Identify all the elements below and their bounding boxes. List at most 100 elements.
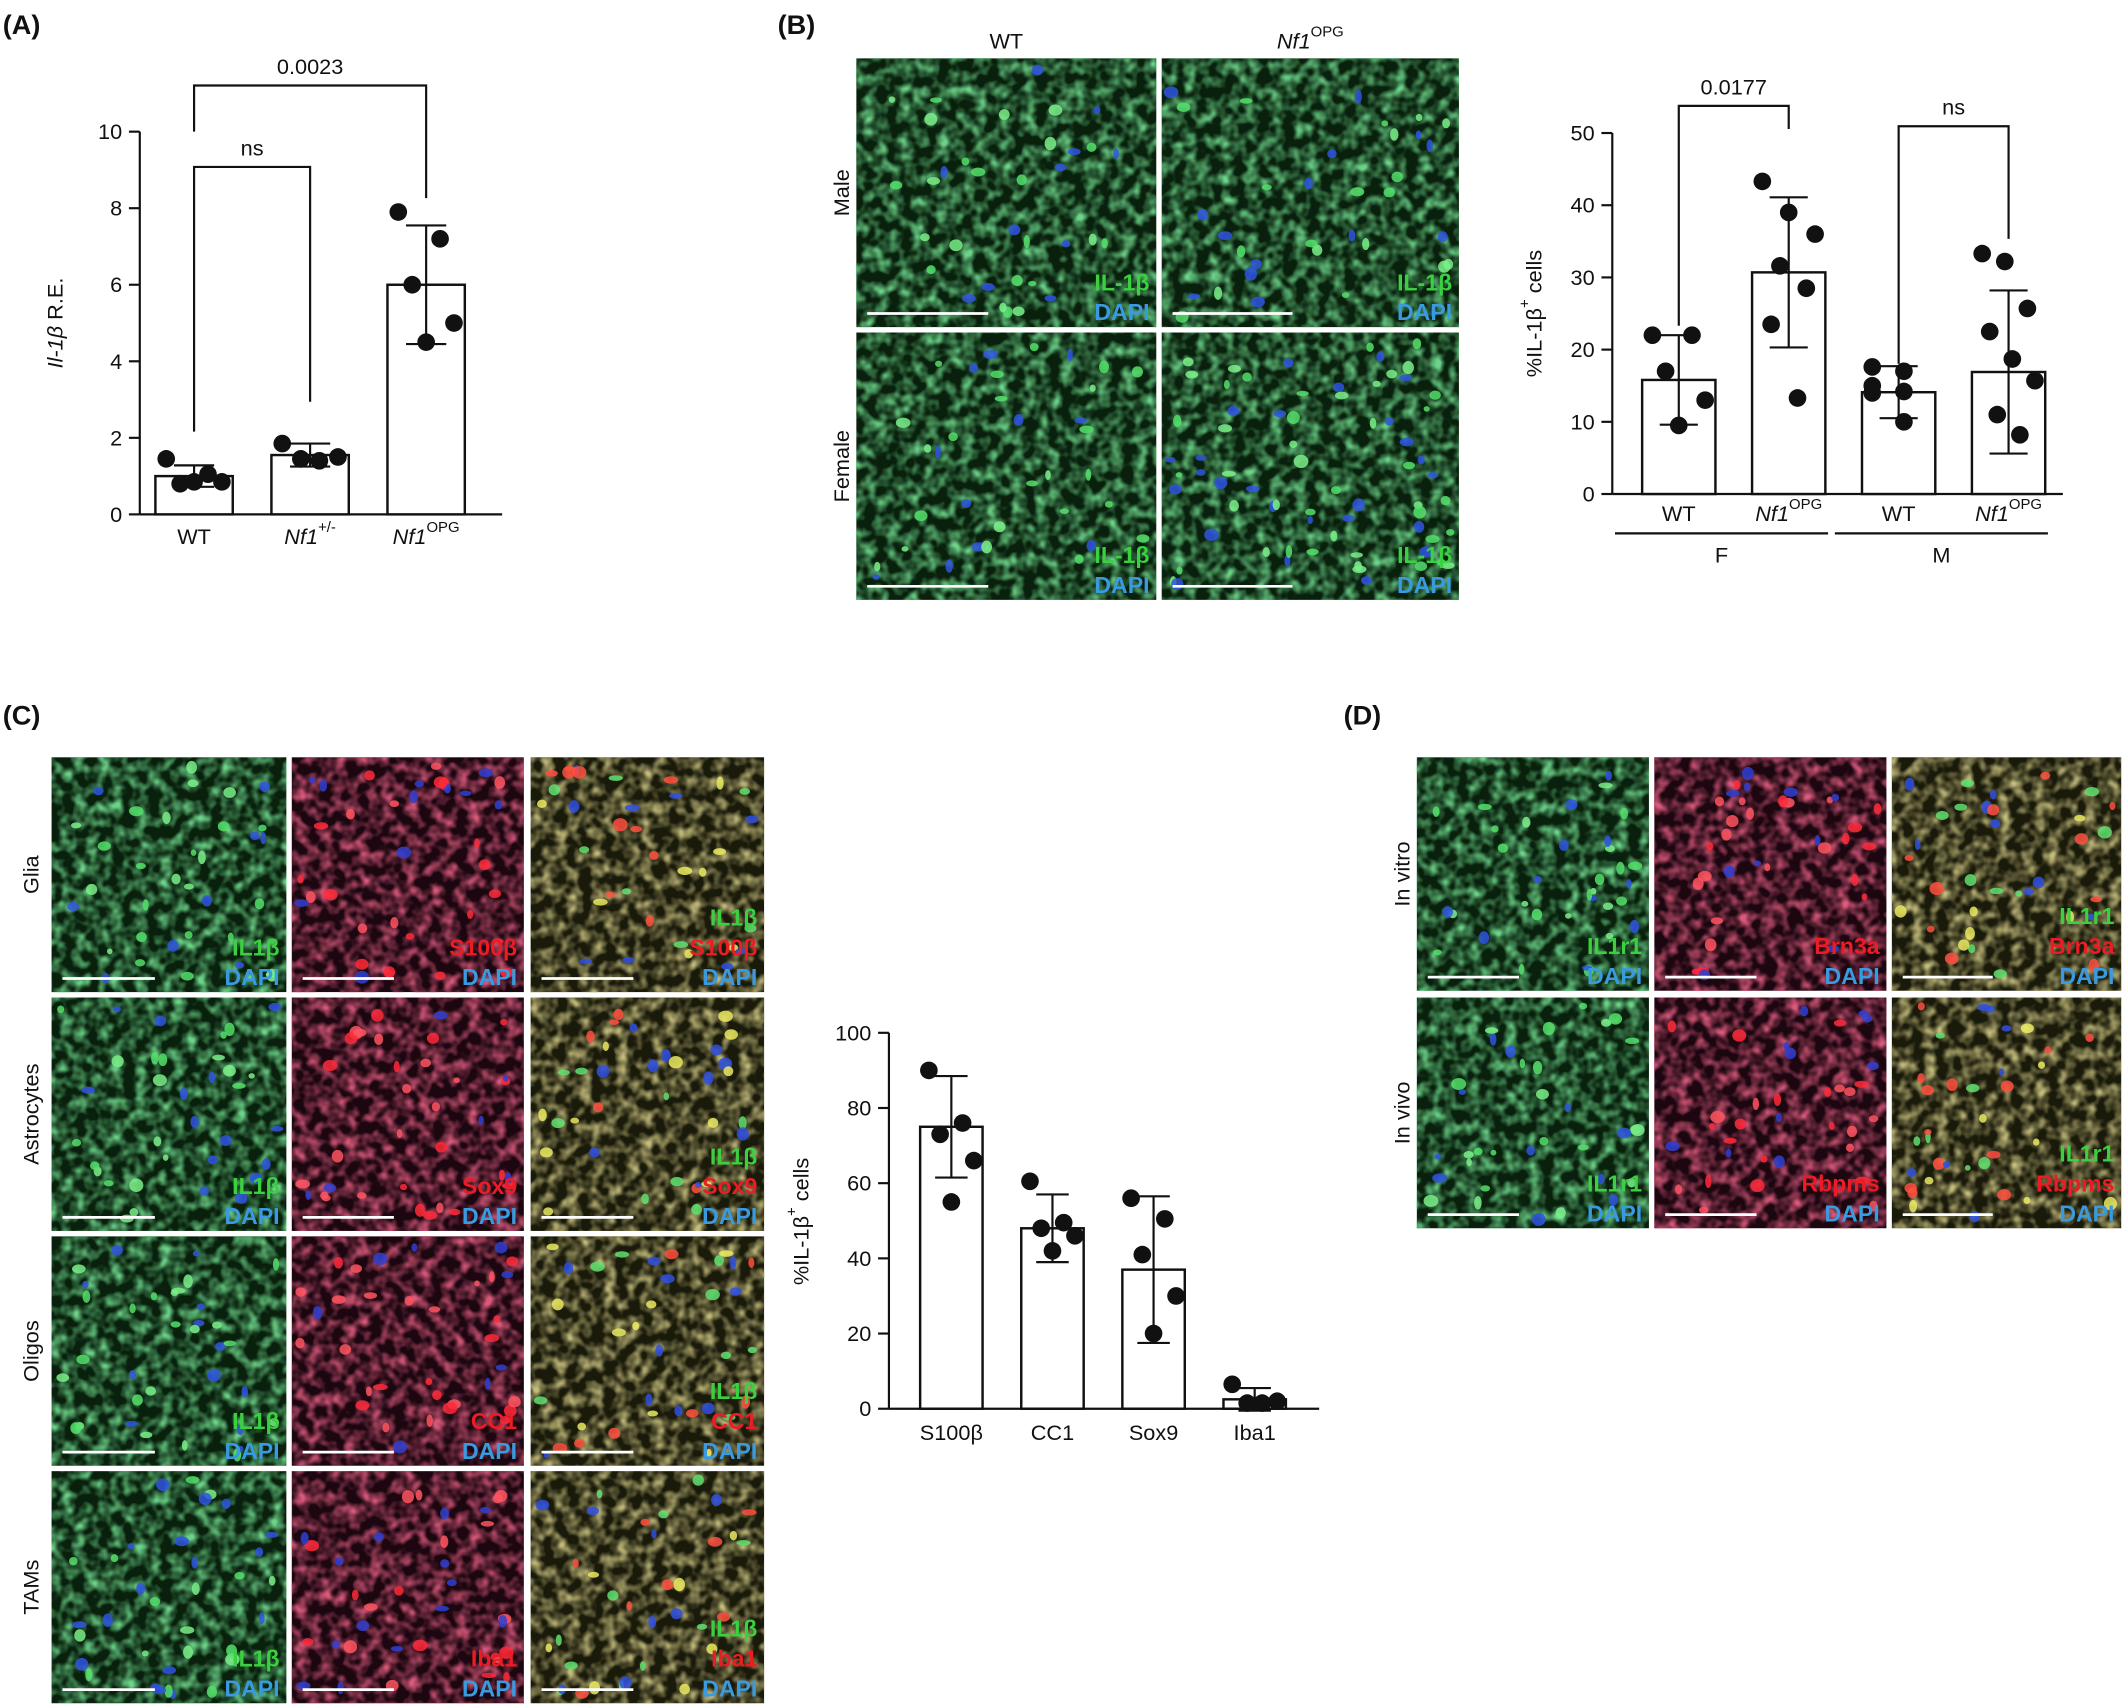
cell xyxy=(736,1127,749,1141)
data-point xyxy=(1669,416,1688,435)
row-label: Female xyxy=(829,430,854,502)
cell xyxy=(1577,1144,1589,1151)
cell xyxy=(1330,530,1338,542)
cell xyxy=(720,1351,732,1360)
data-point xyxy=(1268,1392,1286,1411)
cell xyxy=(729,1287,742,1296)
cell xyxy=(2022,888,2035,895)
cell xyxy=(926,265,936,275)
cell xyxy=(478,768,494,778)
cell xyxy=(1163,86,1179,99)
cell xyxy=(1532,1060,1543,1075)
y-tick-label: 40 xyxy=(847,1246,871,1271)
cell xyxy=(1608,1194,1619,1206)
data-point xyxy=(1779,203,1798,222)
cell xyxy=(1667,1020,1677,1033)
data-point xyxy=(329,448,347,466)
cell xyxy=(297,875,304,884)
cell xyxy=(1262,547,1270,558)
cell xyxy=(563,1261,574,1275)
cell xyxy=(500,968,514,978)
cell xyxy=(171,873,181,885)
cell xyxy=(1045,470,1051,481)
y-tick-label: 50 xyxy=(1571,121,1595,146)
cell xyxy=(1497,843,1509,853)
cell xyxy=(426,1032,440,1044)
cell xyxy=(206,1685,218,1698)
cell xyxy=(1630,1124,1645,1137)
cell xyxy=(346,809,355,820)
cell xyxy=(185,1476,200,1484)
cell xyxy=(1692,877,1704,890)
cell xyxy=(448,1208,461,1216)
cell xyxy=(85,1668,93,1682)
cell xyxy=(446,1579,457,1587)
cell xyxy=(1391,171,1403,183)
cell xyxy=(1834,1084,1845,1093)
cell xyxy=(197,850,206,865)
cell xyxy=(498,1169,505,1181)
cell xyxy=(889,181,903,190)
stain-label: Brn3a xyxy=(2049,933,2115,959)
cell xyxy=(1935,810,1949,821)
data-point xyxy=(1895,412,1913,431)
cell xyxy=(1261,184,1272,191)
column-header: WT xyxy=(989,28,1023,53)
cell xyxy=(493,1657,502,1664)
cell xyxy=(648,1615,657,1629)
cell xyxy=(579,958,593,965)
cell xyxy=(414,1203,426,1217)
y-tick-label: 0 xyxy=(110,502,122,527)
cell xyxy=(1085,468,1092,481)
cell xyxy=(1920,1085,1934,1096)
cell xyxy=(1627,1177,1636,1188)
x-tick-label-part: CC1 xyxy=(1031,1419,1074,1444)
cell xyxy=(536,799,547,808)
x-tick-label: Nf1+/- xyxy=(284,519,336,549)
cell xyxy=(305,1190,312,1201)
stain-label: IL1β xyxy=(232,1408,279,1434)
group-label: M xyxy=(1932,543,1950,568)
cell xyxy=(1935,1032,1945,1039)
cell xyxy=(221,1498,231,1509)
cell xyxy=(323,1183,337,1193)
cell xyxy=(1214,476,1228,490)
cell xyxy=(350,1264,363,1273)
cell xyxy=(589,1147,600,1158)
cell xyxy=(1086,540,1097,552)
cell xyxy=(393,1060,400,1073)
cell xyxy=(1519,1058,1526,1069)
cell xyxy=(1986,804,2000,816)
cell xyxy=(494,776,506,789)
cell xyxy=(355,958,369,970)
cell xyxy=(220,1031,227,1039)
data-point xyxy=(1021,1172,1039,1191)
cell xyxy=(103,1180,114,1187)
x-tick-label-part: S100β xyxy=(920,1419,983,1444)
cell xyxy=(1533,876,1542,883)
data-point xyxy=(965,1151,983,1170)
cell xyxy=(1182,357,1194,367)
cell xyxy=(948,432,958,442)
cell xyxy=(622,957,635,964)
cell xyxy=(1977,1003,1991,1012)
cell xyxy=(557,1069,570,1076)
cell xyxy=(1993,969,2007,979)
cell xyxy=(729,1256,737,1270)
cell xyxy=(433,1011,448,1020)
x-tick-label-part: Nf1 xyxy=(284,524,318,549)
cell xyxy=(494,1241,508,1254)
cell xyxy=(222,1065,236,1077)
cell xyxy=(1726,815,1739,828)
data-point xyxy=(310,451,329,470)
cell xyxy=(629,1023,638,1033)
cell xyxy=(480,1520,495,1527)
cell xyxy=(93,786,104,796)
cell xyxy=(2074,833,2089,845)
cell xyxy=(1011,275,1023,287)
cell xyxy=(716,1612,731,1622)
micrograph-texture xyxy=(1161,58,1459,328)
cell xyxy=(313,822,329,830)
cell xyxy=(440,1535,449,1549)
data-point xyxy=(1032,1219,1051,1238)
